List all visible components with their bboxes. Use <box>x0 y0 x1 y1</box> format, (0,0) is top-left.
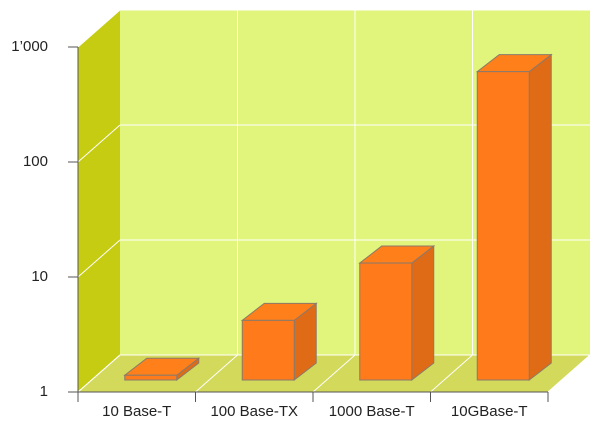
x-tick-label: 10GBase-T <box>451 403 528 420</box>
floor-line <box>430 354 473 393</box>
side-grid-line <box>77 239 121 278</box>
bar <box>359 262 413 381</box>
side-grid-line <box>77 354 121 393</box>
bar-side <box>411 245 435 382</box>
y-tick-label: 1’000 <box>11 38 48 55</box>
bar <box>241 319 295 381</box>
y-tick-label: 1 <box>40 383 48 400</box>
floor-line <box>547 354 591 393</box>
floor-line <box>312 354 356 393</box>
bar-side <box>528 53 552 382</box>
x-tick-label: 100 Base-TX <box>210 403 298 420</box>
side-wall <box>78 10 120 392</box>
x-tick-label: 1000 Base-T <box>329 403 415 420</box>
y-tick-label: 10 <box>31 268 48 285</box>
side-grid-line <box>77 9 121 48</box>
x-tick-label: 10 Base-T <box>102 403 171 420</box>
bar <box>476 71 530 381</box>
floor-line <box>195 354 238 393</box>
y-tick-label: 100 <box>23 153 48 170</box>
side-grid-line <box>77 124 121 163</box>
bar <box>124 374 178 381</box>
